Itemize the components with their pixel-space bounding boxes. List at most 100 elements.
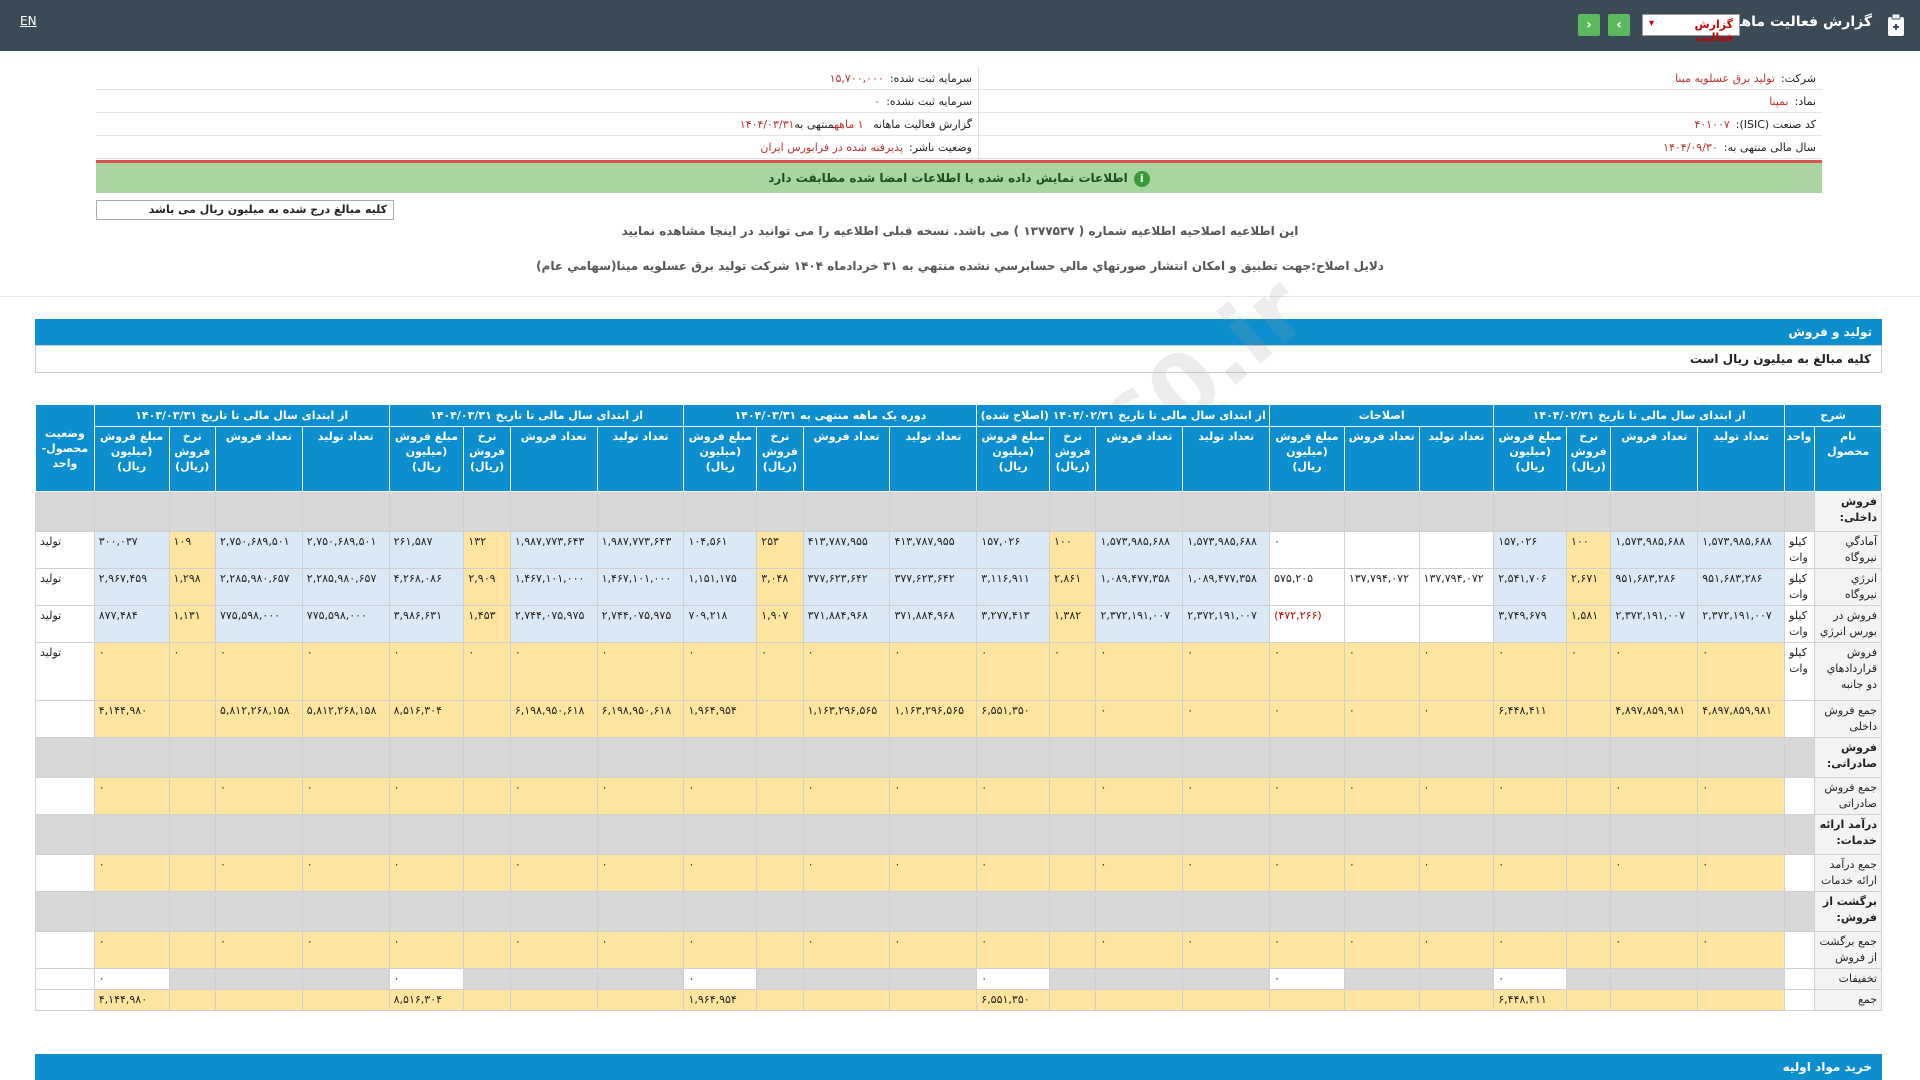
next-button[interactable]: ›	[1608, 14, 1630, 36]
table-cell: ۰	[1418, 931, 1495, 969]
table-cell	[1049, 491, 1097, 532]
table-cell	[1565, 737, 1612, 778]
table-cell	[301, 737, 390, 778]
table-cell: ۰	[214, 854, 303, 892]
table-cell	[214, 491, 303, 532]
language-link[interactable]: EN	[20, 14, 37, 28]
table-cell: ۰	[1269, 777, 1345, 815]
table-cell	[35, 491, 95, 532]
table-cell	[1269, 989, 1345, 1011]
table-cell: ۹۵۱,۶۸۳,۲۸۶	[1697, 568, 1786, 606]
table-cell	[1784, 737, 1816, 778]
group-header: وضعیت محصول- واحد	[35, 404, 95, 492]
capital-value: ۱۵,۷۰۰,۰۰۰	[829, 72, 884, 85]
table-cell: ۹۵۱,۶۸۳,۲۸۶	[1610, 568, 1699, 606]
alert-text: اطلاعات نمایش داده شده با اطلاعات امضا ش…	[768, 171, 1128, 185]
table-cell: ۴,۱۴۴,۹۸۰	[93, 700, 170, 738]
table-cell	[463, 931, 511, 969]
signature-match-alert: i اطلاعات نمایش داده شده با اطلاعات امضا …	[96, 163, 1822, 193]
table-cell	[214, 989, 303, 1011]
table-cell: ۳,۹۸۶,۶۳۱	[388, 605, 465, 643]
unit-cell: کيلو وات	[1784, 642, 1816, 701]
table-cell: ۲۶۱,۵۸۷	[388, 531, 465, 569]
unit-cell: کيلو وات	[1784, 605, 1816, 643]
table-cell: ۰	[1493, 777, 1567, 815]
isic-label: کد صنعت (ISIC):	[1735, 118, 1816, 131]
table-cell: ۰	[1343, 777, 1420, 815]
table-cell: ۰	[93, 642, 170, 701]
company-info: شرکت: تولید برق عسلویه مینا سرمایه ثبت شد…	[96, 67, 1822, 159]
table-cell: ۰	[301, 931, 390, 969]
table-cell: ۸,۵۱۶,۳۰۴	[388, 700, 465, 738]
table-cell: ۰	[1095, 700, 1184, 738]
table-cell	[1095, 968, 1184, 990]
table-cell	[1182, 814, 1271, 855]
table-cell: ۵,۸۱۲,۲۶۸,۱۵۸	[301, 700, 390, 738]
table-cell: ۰	[168, 642, 216, 701]
table-cell: ۰	[802, 854, 891, 892]
unit-note: کلیه مبالغ درج شده به میلیون ریال می باش…	[96, 200, 394, 220]
row-label: فروش قراردادهاي دو جانبه	[1814, 642, 1882, 701]
page-title: گزارش فعالیت ماهانه	[1722, 14, 1872, 30]
report-type-select[interactable]: ▾ گزارش فعالیت	[1642, 14, 1740, 44]
table-cell: ۱,۱۶۳,۲۹۶,۵۶۵	[802, 700, 891, 738]
correction-notice[interactable]: این اطلاعیه اصلاحیه اطلاعیه شماره ( ۱۳۷۷…	[621, 224, 1299, 238]
table-cell	[1182, 989, 1271, 1011]
table-cell	[1182, 737, 1271, 778]
table-cell	[802, 737, 891, 778]
table-cell: ۰	[1269, 968, 1345, 990]
row-label: جمع فروش صادراتی	[1814, 777, 1882, 815]
table-cell	[596, 491, 685, 532]
table-cell: ۰	[509, 854, 598, 892]
table-cell: ۴,۱۴۴,۹۸۰	[93, 989, 170, 1011]
table-cell: ۰	[1610, 642, 1699, 701]
table-cell	[1269, 891, 1345, 932]
table-cell: ۰	[1269, 931, 1345, 969]
table-cell: ۱,۱۶۳,۲۹۶,۵۶۵	[889, 700, 978, 738]
table-cell: ۰	[93, 931, 170, 969]
correction-reason: دلایل اصلاح:جهت تطبیق و امکان انتشار صور…	[536, 259, 1384, 273]
table-cell: ۰	[1493, 931, 1567, 969]
table-cell	[93, 737, 170, 778]
table-cell: ۰	[1269, 531, 1345, 569]
table-cell: ۰	[1343, 854, 1420, 892]
table-cell	[802, 491, 891, 532]
table-cell	[1269, 491, 1345, 532]
table-cell: ۰	[388, 931, 465, 969]
table-cell: ۰	[1343, 931, 1420, 969]
table-cell	[1049, 777, 1097, 815]
table-cell	[301, 491, 390, 532]
table-row: درآمد ارائه خدمات:	[35, 814, 1882, 855]
table-cell	[168, 968, 216, 990]
table-cell	[1343, 989, 1420, 1011]
section-header: خرید مواد اولیه	[35, 1054, 1882, 1080]
table-cell	[168, 777, 216, 815]
table-cell	[1095, 814, 1184, 855]
table-cell	[93, 814, 170, 855]
table-cell: ۱۳۲	[463, 531, 511, 569]
table-cell: ۰	[1697, 931, 1786, 969]
row-label: آمادگي نيروگاه	[1814, 531, 1882, 569]
prev-button[interactable]: ‹	[1578, 14, 1600, 36]
table-cell	[756, 989, 804, 1011]
table-cell: ۲,۲۸۵,۹۸۰,۶۵۷	[301, 568, 390, 606]
table-cell	[1343, 605, 1420, 643]
table-cell: ۱,۵۷۳,۹۸۵,۶۸۸	[1095, 531, 1184, 569]
status-cell	[35, 968, 95, 990]
unit-cell	[1784, 989, 1816, 1011]
table-cell: ۰	[596, 931, 685, 969]
table-cell: ۰	[214, 931, 303, 969]
table-cell: ۲,۲۸۵,۹۸۰,۶۵۷	[214, 568, 303, 606]
table-cell	[596, 968, 685, 990]
unit-cell	[1784, 931, 1816, 969]
table-row: انرژي نيروگاه کيلو وات ۹۵۱,۶۸۳,۲۸۶ ۹۵۱,۶۸۳,…	[35, 568, 1882, 606]
table-cell: ۲,۸۶۱	[1049, 568, 1097, 606]
table-cell	[301, 989, 390, 1011]
row-label: انرژي نيروگاه	[1814, 568, 1882, 606]
table-cell	[1493, 737, 1567, 778]
table-cell	[756, 854, 804, 892]
table-cell	[802, 989, 891, 1011]
group-header: شرح	[1784, 404, 1882, 427]
table-cell	[683, 891, 758, 932]
group-header: از ابتدای سال مالی تا تاریخ ۱۴۰۳/۰۳/۳۱	[93, 404, 390, 427]
